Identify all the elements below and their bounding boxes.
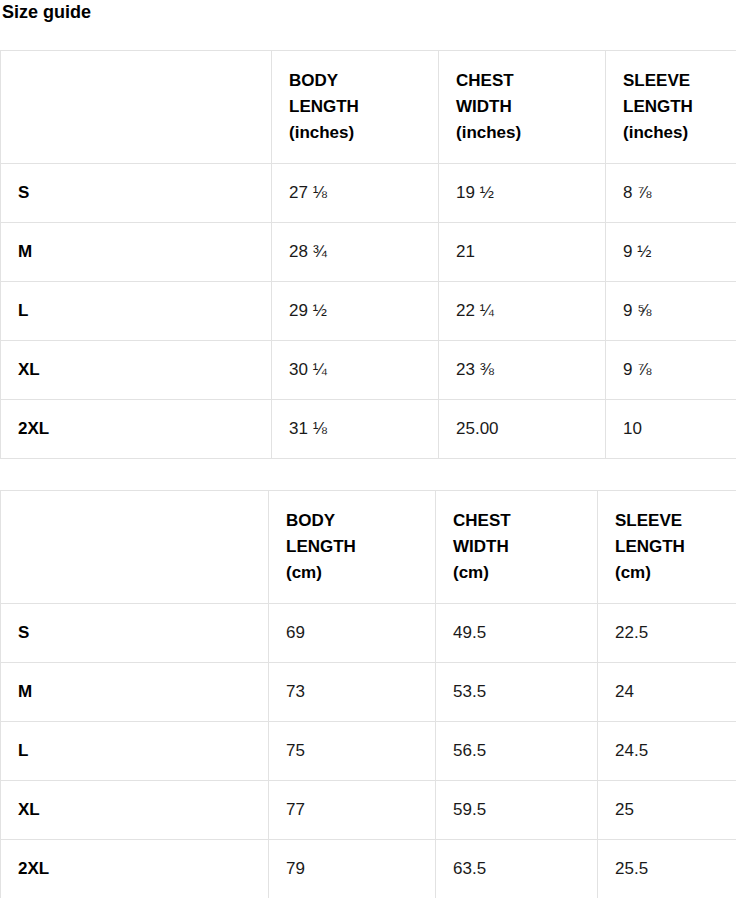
body-length-cell: 31 ⅛ <box>272 400 439 459</box>
header-line: (inches) <box>623 120 728 146</box>
size-table-cm: BODY LENGTH (cm) CHEST WIDTH (cm) SLEEVE… <box>0 490 736 898</box>
table-row: XL 30 ¼ 23 ⅜ 9 ⅞ <box>1 341 736 400</box>
sleeve-length-cell: 9 ½ <box>606 223 736 282</box>
size-cell: 2XL <box>1 840 269 898</box>
size-cell: M <box>1 663 269 722</box>
header-line: CHEST <box>456 68 597 94</box>
table-row: L 75 56.5 24.5 <box>1 722 736 781</box>
size-guide-page: Size guide BODY LENGTH (inches) CHEST WI… <box>0 0 736 898</box>
header-line: WIDTH <box>453 534 589 560</box>
table-row: S 27 ⅛ 19 ½ 8 ⅞ <box>1 164 736 223</box>
header-line: (inches) <box>456 120 597 146</box>
header-line: LENGTH <box>623 94 728 120</box>
empty-header-cell <box>1 491 269 604</box>
chest-width-cell: 21 <box>439 223 606 282</box>
chest-width-cell: 19 ½ <box>439 164 606 223</box>
size-cell: L <box>1 282 272 341</box>
body-length-cell: 28 ¾ <box>272 223 439 282</box>
size-cell: 2XL <box>1 400 272 459</box>
header-line: BODY <box>289 68 430 94</box>
header-row: BODY LENGTH (inches) CHEST WIDTH (inches… <box>1 51 736 164</box>
header-line: (cm) <box>453 560 589 586</box>
header-line: (cm) <box>286 560 427 586</box>
size-cell: S <box>1 164 272 223</box>
size-cell: XL <box>1 781 269 840</box>
body-length-cell: 29 ½ <box>272 282 439 341</box>
sleeve-length-cell: 24 <box>598 663 736 722</box>
size-table-inches: BODY LENGTH (inches) CHEST WIDTH (inches… <box>0 50 736 459</box>
header-body-length-inches: BODY LENGTH (inches) <box>272 51 439 164</box>
header-line: BODY <box>286 508 427 534</box>
table-row: M 73 53.5 24 <box>1 663 736 722</box>
sleeve-length-cell: 8 ⅞ <box>606 164 736 223</box>
size-cell: M <box>1 223 272 282</box>
header-line: LENGTH <box>289 94 430 120</box>
sleeve-length-cell: 25 <box>598 781 736 840</box>
body-length-cell: 73 <box>269 663 436 722</box>
header-line: (inches) <box>289 120 430 146</box>
body-length-cell: 77 <box>269 781 436 840</box>
header-line: CHEST <box>453 508 589 534</box>
table-row: XL 77 59.5 25 <box>1 781 736 840</box>
body-length-cell: 69 <box>269 604 436 663</box>
table-row: 2XL 79 63.5 25.5 <box>1 840 736 898</box>
chest-width-cell: 53.5 <box>436 663 598 722</box>
chest-width-cell: 25.00 <box>439 400 606 459</box>
header-body-length-cm: BODY LENGTH (cm) <box>269 491 436 604</box>
table-row: 2XL 31 ⅛ 25.00 10 <box>1 400 736 459</box>
chest-width-cell: 49.5 <box>436 604 598 663</box>
page-title: Size guide <box>2 2 736 22</box>
empty-header-cell <box>1 51 272 164</box>
header-line: SLEEVE <box>623 68 728 94</box>
header-chest-width-inches: CHEST WIDTH (inches) <box>439 51 606 164</box>
chest-width-cell: 63.5 <box>436 840 598 898</box>
table-row: S 69 49.5 22.5 <box>1 604 736 663</box>
sleeve-length-cell: 25.5 <box>598 840 736 898</box>
header-sleeve-length-cm: SLEEVE LENGTH (cm) <box>598 491 736 604</box>
header-line: SLEEVE <box>615 508 728 534</box>
sleeve-length-cell: 22.5 <box>598 604 736 663</box>
header-line: WIDTH <box>456 94 597 120</box>
table-row: L 29 ½ 22 ¼ 9 ⅝ <box>1 282 736 341</box>
sleeve-length-cell: 24.5 <box>598 722 736 781</box>
chest-width-cell: 56.5 <box>436 722 598 781</box>
header-chest-width-cm: CHEST WIDTH (cm) <box>436 491 598 604</box>
body-length-cell: 75 <box>269 722 436 781</box>
body-length-cell: 27 ⅛ <box>272 164 439 223</box>
header-line: LENGTH <box>615 534 728 560</box>
sleeve-length-cell: 9 ⅞ <box>606 341 736 400</box>
size-cell: L <box>1 722 269 781</box>
chest-width-cell: 22 ¼ <box>439 282 606 341</box>
chest-width-cell: 59.5 <box>436 781 598 840</box>
table-row: M 28 ¾ 21 9 ½ <box>1 223 736 282</box>
header-line: (cm) <box>615 560 728 586</box>
body-length-cell: 30 ¼ <box>272 341 439 400</box>
sleeve-length-cell: 9 ⅝ <box>606 282 736 341</box>
body-length-cell: 79 <box>269 840 436 898</box>
sleeve-length-cell: 10 <box>606 400 736 459</box>
chest-width-cell: 23 ⅜ <box>439 341 606 400</box>
header-line: LENGTH <box>286 534 427 560</box>
header-sleeve-length-inches: SLEEVE LENGTH (inches) <box>606 51 736 164</box>
size-cell: S <box>1 604 269 663</box>
header-row: BODY LENGTH (cm) CHEST WIDTH (cm) SLEEVE… <box>1 491 736 604</box>
size-cell: XL <box>1 341 272 400</box>
